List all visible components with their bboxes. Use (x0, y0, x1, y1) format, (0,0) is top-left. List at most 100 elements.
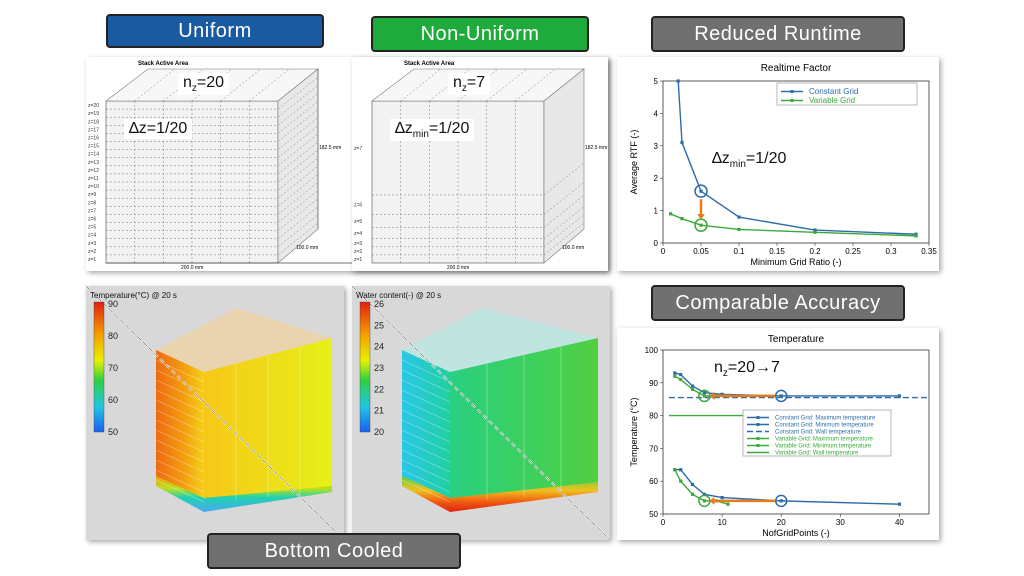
z-level-label: z=7 (354, 146, 362, 152)
z-level-label: z=3 (88, 241, 96, 247)
x-axis-label: NofGridPoints (-) (762, 528, 830, 538)
data-point (690, 384, 695, 388)
uniform-height-dim: 182.5 mm (319, 145, 341, 151)
non-uniform-label: Non-Uniform (371, 16, 589, 52)
nonuniform-title: Stack Active Area (404, 61, 455, 67)
y-tick-label: 4 (654, 109, 659, 118)
data-point (673, 374, 677, 378)
z-level-label: z=6 (354, 203, 362, 209)
data-point (914, 232, 918, 236)
colorbar-tick-label: 24 (374, 342, 384, 352)
x-tick-label: 30 (836, 518, 845, 527)
x-tick-label: 0.3 (885, 247, 897, 256)
nonuniform-dz-annotation: ∆zmin=1/20 (390, 119, 475, 142)
colorbar-tick-label: 26 (374, 299, 384, 309)
z-level-label: z=11 (88, 176, 99, 182)
colorbar-tick-label: 20 (374, 427, 384, 437)
colorbar-tick-label: 50 (108, 427, 118, 437)
data-point (673, 371, 677, 375)
z-level-label: z=13 (88, 160, 99, 166)
series-line (670, 213, 917, 237)
water-colorbar (359, 301, 371, 433)
temperature-contour-panel: 90 80 70 60 50 Temperature(°C) @ 20 s (86, 286, 344, 540)
temperature-colorbar (93, 301, 105, 433)
x-tick-label: 0 (661, 247, 666, 256)
z-level-label: z=4 (354, 231, 362, 237)
z-level-label: z=16 (88, 135, 99, 141)
nonuniform-width-dim: 200.0 mm (447, 265, 469, 271)
data-point (699, 223, 703, 227)
z-level-label: z=7 (88, 208, 96, 214)
data-point (702, 391, 706, 395)
highlight-circle (774, 494, 788, 508)
z-level-label: z=4 (88, 233, 96, 239)
data-point (702, 492, 706, 496)
data-point (680, 217, 684, 221)
data-point (726, 502, 730, 506)
z-level-label: z=6 (88, 216, 96, 222)
z-level-label: z=1 (354, 257, 362, 263)
data-point (737, 227, 741, 231)
colorbar-tick-label: 70 (108, 363, 118, 373)
data-point (690, 387, 695, 391)
z-level-label: z=5 (88, 225, 96, 231)
legend-entry: Variable Grid (809, 96, 855, 105)
y-tick-label: 50 (649, 510, 658, 519)
reduced-runtime-label: Reduced Runtime (651, 16, 905, 52)
data-point (669, 212, 673, 216)
x-tick-label: 0.25 (845, 247, 861, 256)
legend-entry: Constant Grid: Minimum temperature (775, 423, 874, 429)
data-point (702, 394, 706, 398)
colorbar-tick-label: 25 (374, 320, 384, 330)
y-tick-label: 80 (649, 412, 658, 421)
z-level-label: z=20 (88, 103, 99, 109)
legend-entry: Constant Grid: Maximum temperature (775, 416, 876, 422)
constant-highlight-circle (694, 184, 708, 198)
z-level-label: z=10 (88, 184, 99, 190)
plot-area (662, 80, 930, 244)
legend (776, 82, 918, 106)
arrow-head (709, 391, 715, 400)
legend-entry: Constant Grid: Wall temperature (775, 430, 861, 436)
y-tick-label: 90 (649, 379, 658, 388)
temperature-title: Temperature(°C) @ 20 s (90, 291, 177, 300)
data-point (914, 234, 918, 238)
z-level-label: z=19 (88, 111, 99, 117)
y-tick-label: 2 (654, 174, 659, 183)
reduction-arrow-head (697, 214, 705, 220)
colorbar-tick-label: 90 (108, 299, 118, 309)
legend-entry: Variable Grid: Minimum temperature (775, 444, 872, 450)
data-point (813, 230, 817, 234)
data-point (897, 502, 902, 506)
z-level-label: z=1 (88, 257, 96, 263)
y-tick-label: 0 (654, 239, 659, 248)
colorbar-tick-label: 80 (108, 331, 118, 341)
z-level-label: z=5 (354, 219, 362, 225)
colorbar-tick-label: 60 (108, 395, 118, 405)
data-point (720, 496, 724, 500)
nonuniform-mesh-panel: Stack Active Area z=7 z=6 z=5 z=4 z=3 z=2 z=1 … (352, 57, 608, 271)
water-content-plot: 26 25 24 23 22 21 20 Water content(-) @ 20 s (352, 286, 610, 540)
data-point (690, 482, 695, 487)
data-point (673, 468, 677, 472)
y-tick-label: 3 (654, 142, 659, 151)
rtf-annotation: ∆zmin=1/20 (712, 150, 787, 171)
water-title: Water content(-) @ 20 s (356, 291, 441, 300)
legend-entry: Variable Grid: Wall temperature (775, 451, 859, 457)
x-tick-label: 0.2 (809, 247, 821, 256)
x-tick-label: 0.35 (921, 247, 937, 256)
data-point (737, 215, 741, 219)
z-level-label: z=8 (88, 200, 96, 206)
data-point (679, 468, 683, 472)
plot-area (662, 349, 930, 515)
uniform-nz-annotation: nz=20 (178, 73, 230, 96)
data-point (813, 228, 817, 232)
colorbar-tick-label: 21 (374, 406, 384, 416)
y-axis-label: Average RTF (-) (629, 130, 639, 195)
chart-title: Temperature (768, 334, 825, 345)
colorbar-tick-label: 22 (374, 384, 384, 394)
z-level-label: z=2 (354, 249, 362, 255)
legend-entry: Variable Grid: Maximum temperature (775, 437, 874, 443)
y-tick-label: 70 (649, 444, 658, 453)
y-tick-label: 100 (645, 346, 659, 355)
